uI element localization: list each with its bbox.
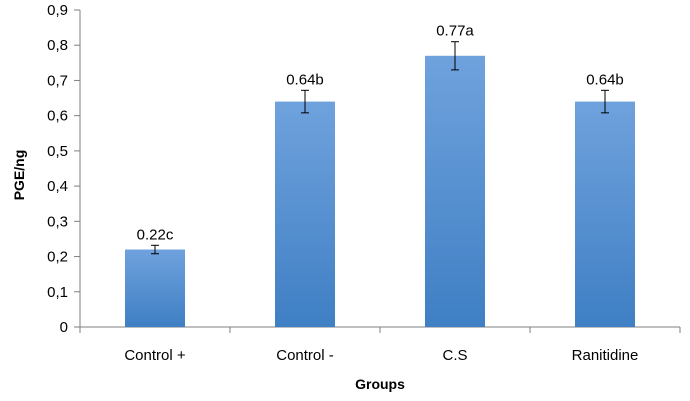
bar (575, 101, 635, 327)
y-tick-label: 0,1 (47, 284, 68, 301)
error-bar (151, 244, 159, 255)
data-label: 0.77a (436, 23, 474, 40)
x-axis-title: Groups (355, 376, 405, 392)
y-tick-label: 0,8 (47, 37, 68, 54)
y-tick-label: 0,4 (47, 178, 68, 195)
y-tick-label: 0,9 (47, 2, 68, 19)
y-tick-label: 0 (60, 319, 68, 336)
error-bar (451, 41, 459, 71)
y-axis-title: PGE/ng (11, 150, 27, 201)
y-tick-label: 0,5 (47, 143, 68, 160)
y-tick-label: 0,3 (47, 213, 68, 230)
y-tick-label: 0,6 (47, 108, 68, 125)
bar (125, 249, 185, 327)
bar (275, 101, 335, 327)
y-tick-label: 0,2 (47, 249, 68, 266)
x-tick-label: Ranitidine (572, 347, 639, 364)
x-tick-label: C.S (442, 347, 467, 364)
x-tick-label: Control - (276, 347, 334, 364)
data-label: 0.64b (586, 71, 624, 88)
y-tick-label: 0,7 (47, 72, 68, 89)
bar (425, 55, 485, 328)
data-label: 0.64b (286, 71, 324, 88)
error-bars (151, 41, 609, 255)
data-label: 0.22c (137, 226, 174, 243)
bars (125, 55, 635, 328)
error-bar (601, 89, 609, 114)
data-labels: 0.22c 0.64b 0.77a 0.64b (137, 23, 624, 244)
error-bar (301, 89, 309, 114)
y-axis: 0 0,1 0,2 0,3 0,4 0,5 0,6 0,7 0,8 0,9 (47, 2, 81, 336)
x-axis: Control + Control - C.S Ranitidine (79, 326, 681, 364)
x-tick-label: Control + (124, 347, 186, 364)
